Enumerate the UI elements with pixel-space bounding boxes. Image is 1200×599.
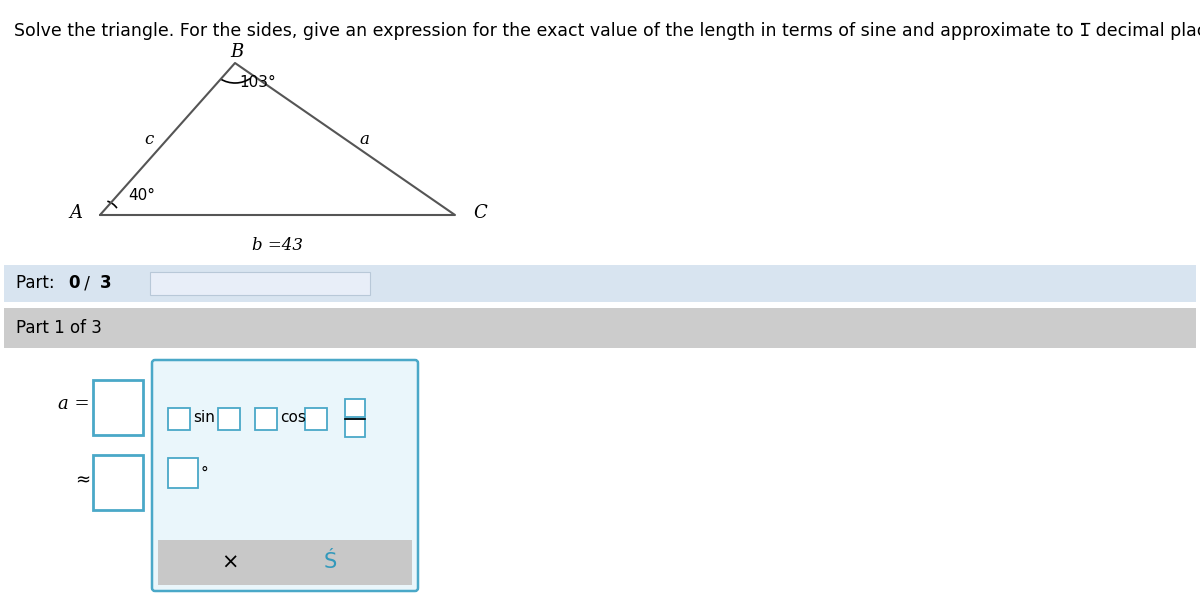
FancyBboxPatch shape <box>346 419 365 437</box>
FancyBboxPatch shape <box>94 455 143 510</box>
Text: 103°: 103° <box>239 75 276 90</box>
Text: a =: a = <box>59 395 90 413</box>
FancyBboxPatch shape <box>94 380 143 435</box>
Text: 0: 0 <box>68 274 79 292</box>
FancyBboxPatch shape <box>4 352 1196 595</box>
FancyBboxPatch shape <box>158 540 412 585</box>
Text: A: A <box>70 204 82 222</box>
Text: Ś: Ś <box>323 552 337 573</box>
Text: /: / <box>79 274 95 292</box>
FancyBboxPatch shape <box>152 360 418 591</box>
FancyBboxPatch shape <box>218 408 240 430</box>
Text: b =43: b =43 <box>252 237 302 254</box>
FancyBboxPatch shape <box>346 399 365 417</box>
FancyBboxPatch shape <box>168 408 190 430</box>
Text: ×: × <box>221 552 239 573</box>
Text: Solve the triangle. For the sides, give an expression for the exact value of the: Solve the triangle. For the sides, give … <box>14 22 1200 40</box>
Text: c: c <box>144 131 154 147</box>
Text: Part:: Part: <box>16 274 60 292</box>
Text: 40°: 40° <box>128 188 155 203</box>
FancyBboxPatch shape <box>168 458 198 488</box>
FancyBboxPatch shape <box>150 272 370 295</box>
FancyBboxPatch shape <box>4 308 1196 348</box>
Text: Part 1 of 3: Part 1 of 3 <box>16 319 102 337</box>
Text: a: a <box>359 131 368 147</box>
FancyBboxPatch shape <box>4 265 1196 302</box>
Text: B: B <box>230 43 244 61</box>
Text: 3: 3 <box>100 274 112 292</box>
Text: C: C <box>473 204 487 222</box>
Text: ≈: ≈ <box>74 471 90 489</box>
Text: °: ° <box>200 465 208 480</box>
Text: cos: cos <box>280 410 306 425</box>
Text: sin: sin <box>193 410 215 425</box>
FancyBboxPatch shape <box>256 408 277 430</box>
FancyBboxPatch shape <box>305 408 326 430</box>
